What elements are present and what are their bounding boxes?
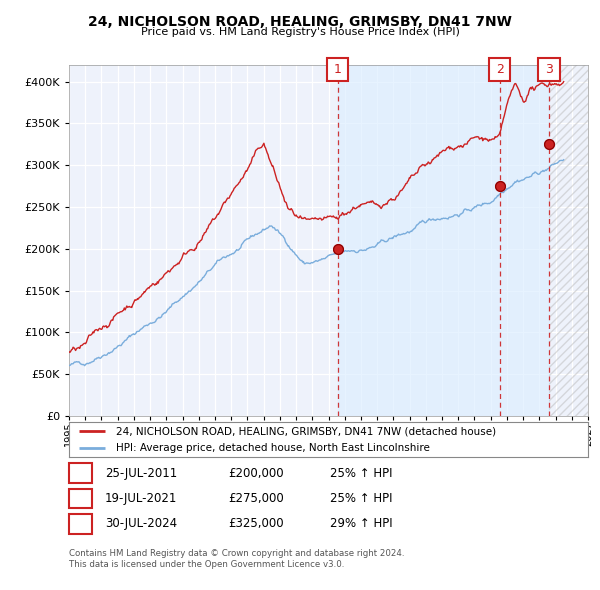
Text: 25% ↑ HPI: 25% ↑ HPI — [330, 492, 392, 505]
Text: 2: 2 — [76, 492, 85, 505]
Text: £200,000: £200,000 — [228, 467, 284, 480]
Text: 3: 3 — [545, 63, 553, 76]
Text: 25% ↑ HPI: 25% ↑ HPI — [330, 467, 392, 480]
Text: 1: 1 — [76, 467, 85, 480]
Text: 29% ↑ HPI: 29% ↑ HPI — [330, 517, 392, 530]
Text: Contains HM Land Registry data © Crown copyright and database right 2024.: Contains HM Land Registry data © Crown c… — [69, 549, 404, 558]
Bar — [338, 65, 549, 416]
Text: 30-JUL-2024: 30-JUL-2024 — [105, 517, 177, 530]
Text: HPI: Average price, detached house, North East Lincolnshire: HPI: Average price, detached house, Nort… — [116, 442, 430, 453]
Text: 24, NICHOLSON ROAD, HEALING, GRIMSBY, DN41 7NW: 24, NICHOLSON ROAD, HEALING, GRIMSBY, DN… — [88, 15, 512, 29]
Text: This data is licensed under the Open Government Licence v3.0.: This data is licensed under the Open Gov… — [69, 560, 344, 569]
Text: 25-JUL-2011: 25-JUL-2011 — [105, 467, 177, 480]
Text: £325,000: £325,000 — [228, 517, 284, 530]
Text: 19-JUL-2021: 19-JUL-2021 — [105, 492, 178, 505]
Text: 3: 3 — [76, 517, 85, 530]
Bar — [549, 65, 588, 416]
Text: Price paid vs. HM Land Registry's House Price Index (HPI): Price paid vs. HM Land Registry's House … — [140, 27, 460, 37]
Text: 24, NICHOLSON ROAD, HEALING, GRIMSBY, DN41 7NW (detached house): 24, NICHOLSON ROAD, HEALING, GRIMSBY, DN… — [116, 427, 496, 437]
Text: 1: 1 — [334, 63, 341, 76]
Text: £275,000: £275,000 — [228, 492, 284, 505]
Text: 2: 2 — [496, 63, 503, 76]
